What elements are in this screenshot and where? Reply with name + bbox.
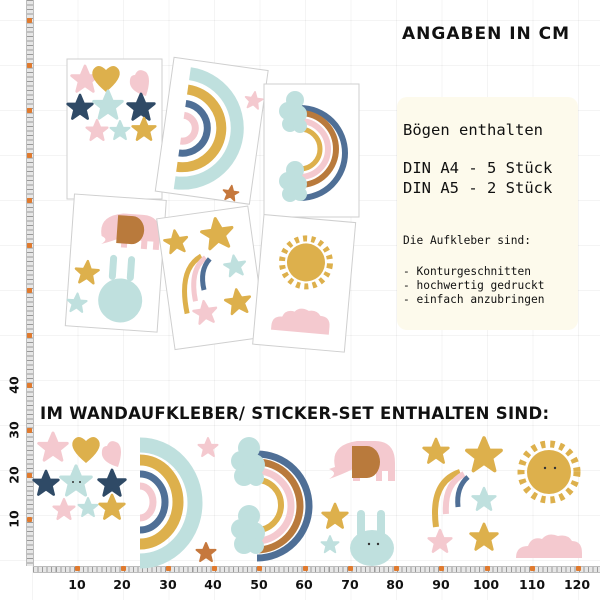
ruler-marker	[27, 517, 32, 522]
ruler-marker	[27, 198, 32, 203]
feature-item: - Konturgeschnitten	[403, 265, 531, 278]
ruler-marker	[166, 566, 171, 571]
features-title: Die Aufkleber sind:	[403, 234, 531, 247]
horizontal-ruler	[33, 566, 600, 573]
ruler-marker	[27, 428, 32, 433]
ruler-marker	[27, 153, 32, 158]
ruler-marker	[27, 288, 32, 293]
x-tick-label: 60	[295, 577, 313, 592]
sheet-sun-cloud	[252, 214, 357, 353]
ruler-marker	[394, 566, 399, 571]
ruler-marker	[75, 566, 80, 571]
set-heading: IM WANDAUFKLEBER/ STICKER-SET ENTHALTEN …	[40, 404, 550, 423]
ruler-marker	[485, 566, 490, 571]
ruler-marker	[348, 566, 353, 571]
ruler-marker	[303, 566, 308, 571]
sticker-strip	[32, 431, 582, 569]
ruler-marker	[27, 333, 32, 338]
sheets-title: Bögen enthalten	[403, 121, 543, 139]
ruler-marker	[27, 473, 32, 478]
x-tick-label: 90	[432, 577, 450, 592]
ruler-marker	[121, 566, 126, 571]
x-tick-label: 70	[341, 577, 359, 592]
x-tick-label: 30	[159, 577, 177, 592]
vertical-ruler	[26, 0, 34, 566]
x-tick-label: 110	[518, 577, 546, 592]
feature-item: - hochwertig gedruckt	[403, 279, 545, 292]
page-title: ANGABEN IN CM	[402, 24, 571, 44]
ruler-marker	[27, 243, 32, 248]
sheet-dotted-rainbow	[154, 56, 269, 205]
sheet-stars-hearts	[66, 58, 163, 200]
sheet-shooting-stars	[156, 205, 267, 351]
ruler-marker	[27, 63, 32, 68]
sheet-cloud-rainbow	[263, 83, 360, 218]
x-tick-label: 50	[250, 577, 268, 592]
ruler-marker	[27, 383, 32, 388]
ruler-marker	[27, 108, 32, 113]
x-tick-label: 120	[563, 577, 591, 592]
ruler-marker	[439, 566, 444, 571]
ruler-marker	[27, 18, 32, 23]
ruler-marker	[212, 566, 217, 571]
sheet-elephant-bunny	[64, 193, 167, 333]
x-tick-label: 10	[68, 577, 86, 592]
x-tick-label: 20	[113, 577, 131, 592]
ruler-marker	[530, 566, 535, 571]
x-tick-label: 40	[204, 577, 222, 592]
x-tick-label: 100	[472, 577, 500, 592]
sheet-count-a4: DIN A4 - 5 Stück	[403, 159, 553, 177]
ruler-marker	[576, 566, 581, 571]
info-box: Bögen enthalten DIN A4 - 5 Stück DIN A5 …	[397, 97, 578, 330]
sheet-count-a5: DIN A5 - 2 Stück	[403, 179, 553, 197]
feature-item: - einfach anzubringen	[403, 293, 545, 306]
x-tick-label: 80	[386, 577, 404, 592]
ruler-marker	[257, 566, 262, 571]
